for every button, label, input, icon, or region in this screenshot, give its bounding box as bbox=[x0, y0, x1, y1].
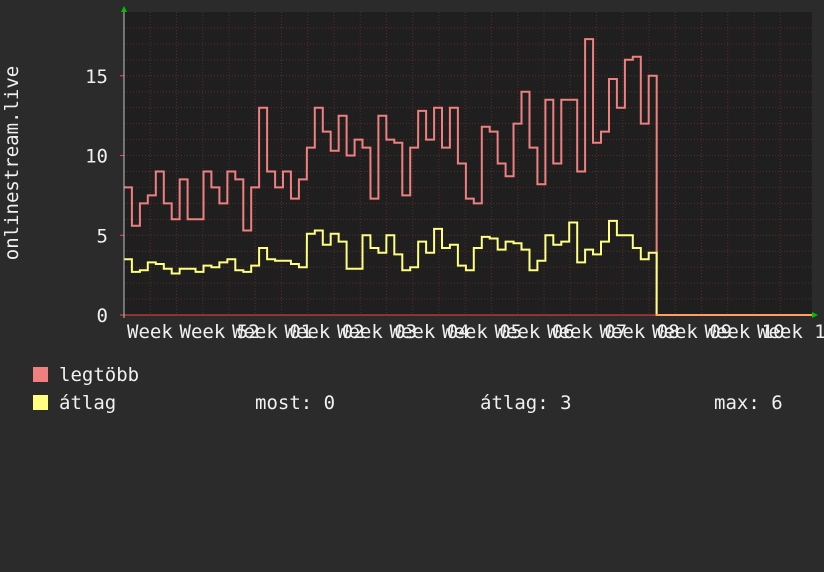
legend-label-legtobb: legtöbb bbox=[59, 364, 140, 386]
x-tick-label: Week 01 bbox=[232, 321, 312, 343]
x-tick-label: Week 03 bbox=[337, 321, 417, 343]
x-tick-label: Week 07 bbox=[547, 321, 627, 343]
plot-area bbox=[124, 12, 812, 315]
x-tick-label: Week 04 bbox=[390, 321, 470, 343]
y-axis-arrow bbox=[121, 6, 127, 12]
legend-label-atlag: átlag bbox=[59, 392, 117, 414]
y-axis-label: onlinestream.live bbox=[1, 66, 23, 260]
y-tick-label: 15 bbox=[85, 66, 108, 88]
series-layer bbox=[124, 38, 812, 316]
series-line-0 bbox=[124, 38, 812, 316]
stat-atlag: átlag: 3 bbox=[480, 392, 572, 414]
series-line-1 bbox=[124, 219, 812, 316]
legend-item-legtobb: legtöbb bbox=[30, 362, 139, 388]
x-tick-label: Week 02 bbox=[285, 321, 365, 343]
x-tick-label: Week 06 bbox=[495, 321, 575, 343]
y-tick-label: 0 bbox=[97, 305, 108, 327]
x-axis-arrow bbox=[812, 312, 818, 318]
x-tick-label: Week 11 bbox=[757, 321, 824, 343]
x-tick-label: Week 08 bbox=[600, 321, 680, 343]
y-tick-label: 10 bbox=[85, 146, 108, 168]
x-tick-label: Week bbox=[127, 321, 173, 343]
x-tick-label: Week 10 bbox=[705, 321, 785, 343]
legend: legtöbb átlag most: 0 átlag: 3 max: 6 bbox=[30, 362, 820, 422]
stat-max: max: 6 bbox=[714, 392, 783, 414]
stat-most: most: 0 bbox=[255, 392, 336, 414]
x-tick-label: Week 52 bbox=[180, 321, 260, 343]
legend-swatch-atlag bbox=[33, 395, 48, 410]
x-tick-label: Week 09 bbox=[652, 321, 732, 343]
legend-swatch-legtobb bbox=[33, 367, 48, 382]
y-axis-ticks: 0 5 10 15 bbox=[85, 66, 124, 327]
legend-item-atlag: átlag most: 0 átlag: 3 max: 6 bbox=[30, 390, 820, 416]
y-tick-label: 5 bbox=[97, 225, 108, 247]
x-tick-label: Week 05 bbox=[442, 321, 522, 343]
